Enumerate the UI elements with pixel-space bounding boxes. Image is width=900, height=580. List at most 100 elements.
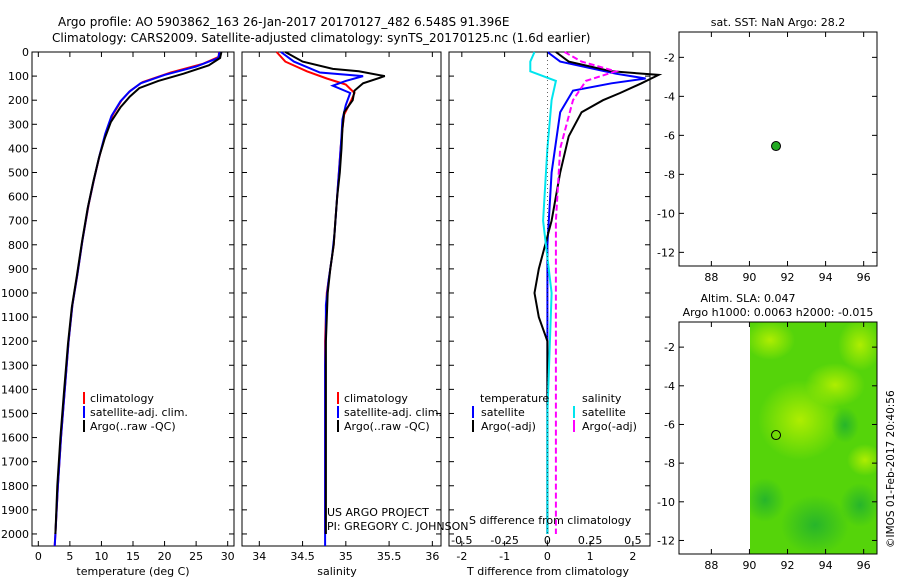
y-tick-label: 2000 xyxy=(1,528,29,541)
s-tick-label: 0.5 xyxy=(624,534,642,547)
y-tick-label: -10 xyxy=(657,207,675,220)
x-tick-label: 2 xyxy=(629,550,636,563)
x-tick-label: 25 xyxy=(189,550,203,563)
x-tick-label: 35 xyxy=(339,550,353,563)
x-tick-label: 36 xyxy=(425,550,439,563)
sla-high-blob xyxy=(838,322,877,371)
y-tick-label: -2 xyxy=(664,51,675,64)
y-tick-label: 1300 xyxy=(1,359,29,372)
x-tick-label: 15 xyxy=(126,550,140,563)
temperature-xlabel: temperature (deg C) xyxy=(76,565,189,578)
y-tick-label: -12 xyxy=(657,534,675,547)
sla-map-panel: Altim. SLA: 0.047 Argo h1000: 0.0063 h20… xyxy=(657,292,878,572)
pi-annotation: PI: GREGORY C. JOHNSON xyxy=(327,520,468,533)
sla-high-blob xyxy=(750,322,795,360)
temperature-legend: climatology satellite-adj. clim. Argo(..… xyxy=(83,392,188,433)
legend-heading-salinity: salinity xyxy=(582,392,622,405)
argo-location-marker xyxy=(771,141,782,152)
legend-label-climatology: climatology xyxy=(344,392,408,405)
x-tick-label: 96 xyxy=(857,271,871,284)
y-tick-label: 400 xyxy=(8,142,29,155)
series-line-s-satellite xyxy=(529,51,558,534)
y-tick-label: 1200 xyxy=(1,335,29,348)
legend-heading-temperature: temperature xyxy=(480,392,549,405)
sst-title: sat. SST: NaN Argo: 28.2 xyxy=(711,16,845,29)
temperature-axes xyxy=(31,51,235,547)
series-line-t-satellite xyxy=(546,51,646,534)
legend-label-t-argo: Argo(-adj) xyxy=(481,420,536,433)
legend-label-s-satellite: satellite xyxy=(582,406,626,419)
legend-label-argo: Argo(..raw -QC) xyxy=(344,420,430,433)
x-tick-label: 34 xyxy=(252,550,266,563)
x-tick-label: 92 xyxy=(781,559,795,572)
sst-axes xyxy=(678,31,878,267)
y-tick-label: 1500 xyxy=(1,407,29,420)
y-tick-label: 1600 xyxy=(1,432,29,445)
x-tick-label: 10 xyxy=(94,550,108,563)
difference-axes xyxy=(448,51,651,547)
sla-title-line1: Altim. SLA: 0.047 xyxy=(700,292,795,305)
series-line-argo-raw-qc- xyxy=(54,51,223,535)
x-tick-label: 92 xyxy=(781,271,795,284)
y-tick-label: -4 xyxy=(664,90,675,103)
salinity-axes xyxy=(241,51,442,547)
x-tick-label: 5 xyxy=(66,550,73,563)
sla-low-blob xyxy=(750,478,785,522)
y-tick-label: 1800 xyxy=(1,480,29,493)
project-annotation: US ARGO PROJECT xyxy=(327,506,429,519)
salinity-legend: climatology satellite-adj. clim. Argo(..… xyxy=(337,392,442,433)
sla-low-blob xyxy=(840,483,877,527)
x-tick-label: 88 xyxy=(704,271,718,284)
series-line-satellite-adj-clim- xyxy=(280,51,364,546)
x-tick-label: 94 xyxy=(819,271,833,284)
legend-label-argo: Argo(..raw -QC) xyxy=(90,420,176,433)
argo-location-marker xyxy=(771,430,782,441)
y-tick-label: -12 xyxy=(657,246,675,259)
x-tick-label: 0 xyxy=(35,550,42,563)
s-tick-label: 0.25 xyxy=(578,534,603,547)
x-tick-label: 34.5 xyxy=(290,550,315,563)
legend-label-satellite: satellite-adj. clim. xyxy=(90,406,188,419)
x-tick-label: 35.5 xyxy=(377,550,402,563)
series-line-climatology xyxy=(53,52,220,547)
y-tick-label: -6 xyxy=(664,418,675,431)
y-tick-label: -8 xyxy=(664,168,675,181)
difference-panel: -2 -1 0 1 2-0.5 -0.25 0 0.25 0.5 S difference fr… xyxy=(448,51,663,578)
salinity-xlabel: salinity xyxy=(317,565,357,578)
y-tick-label: -4 xyxy=(664,380,675,393)
legend-label-t-satellite: satellite xyxy=(481,406,525,419)
x-tick-label: 96 xyxy=(857,559,871,572)
series-line-satellite-adj-clim- xyxy=(53,51,221,547)
y-tick-label: -8 xyxy=(664,457,675,470)
legend-label-satellite: satellite-adj. clim. xyxy=(344,406,442,419)
x-tick-label: 0 xyxy=(544,550,551,563)
y-tick-label: 1100 xyxy=(1,311,29,324)
y-tick-label: 100 xyxy=(8,70,29,83)
sla-low-blob xyxy=(781,495,849,554)
series-line-argo-raw-qc- xyxy=(284,51,386,534)
series-line-t-argo-adj- xyxy=(533,51,663,534)
t-difference-label: T difference from climatology xyxy=(466,565,629,578)
sla-axes xyxy=(678,321,878,555)
sla-title-line2: Argo h1000: 0.0063 h2000: -0.015 xyxy=(683,306,874,319)
y-tick-label: 500 xyxy=(8,166,29,179)
series-line-s-argo-adj- xyxy=(554,51,620,534)
x-tick-label: 1 xyxy=(587,550,594,563)
x-tick-label: 90 xyxy=(742,271,756,284)
sla-high-blob xyxy=(847,444,877,476)
x-tick-label: -1 xyxy=(499,550,510,563)
y-tick-label: 1000 xyxy=(1,287,29,300)
sst-map-panel: sat. SST: NaN Argo: 28.2 88 90 92 94 96 -2 -4 -… xyxy=(657,16,878,284)
temperature-panel: 0 5 10 15 20 25 300100200300400500600700800900… xyxy=(1,46,235,578)
y-tick-label: 700 xyxy=(8,215,29,228)
sla-low-blob xyxy=(831,407,859,443)
x-tick-label: 30 xyxy=(221,550,235,563)
difference-legend: temperature satellite Argo(-adj) salinit… xyxy=(472,392,637,433)
x-tick-label: 94 xyxy=(819,559,833,572)
x-tick-label: 88 xyxy=(704,559,718,572)
legend-label-climatology: climatology xyxy=(90,392,154,405)
y-tick-label: 1700 xyxy=(1,456,29,469)
y-tick-label: 1900 xyxy=(1,504,29,517)
header-line1: Argo profile: AO 5903862_163 26-Jan-2017… xyxy=(58,15,510,29)
